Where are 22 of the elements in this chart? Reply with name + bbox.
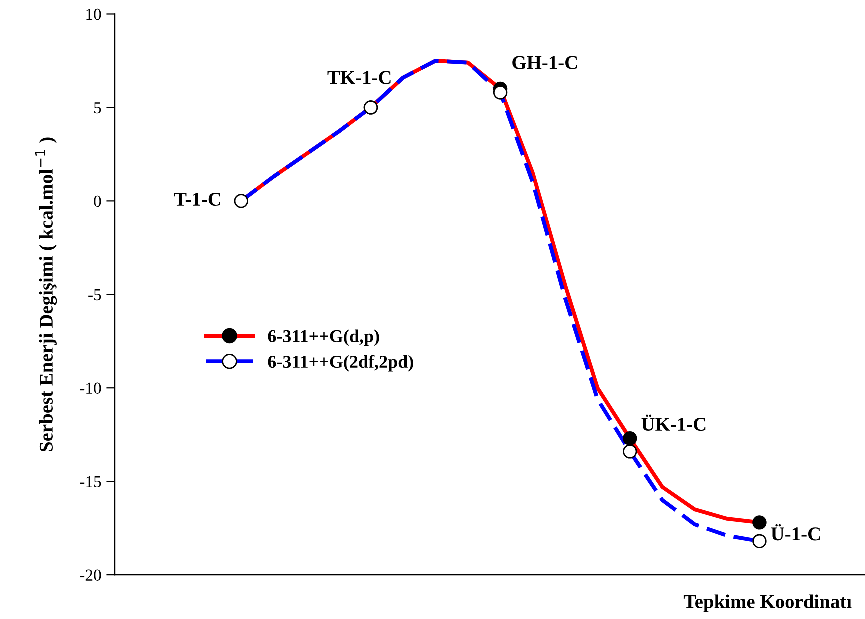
annotation: TK-1-C [328,71,391,84]
y-tick-label: -15 [80,476,102,488]
legend-label: 6-311++G(2df,2pd) [268,355,414,372]
y-tick-label: -20 [80,570,102,581]
point [234,194,248,208]
y-tick-label: 10 [86,8,102,20]
annotation: ÜK-1-C [642,414,706,432]
y-tick-label: -5 [88,290,102,301]
y-tick-label: 5 [94,102,102,114]
annotation: GH-1-C [512,56,578,70]
y-tick-label: -10 [80,382,102,394]
annotation: Ü-1-C [771,524,820,541]
point [752,534,767,548]
point [623,444,638,459]
legend-label: 6-311++G(d,p) [268,330,380,346]
y-tick-label: 0 [94,196,102,208]
y-axis-title: Serbest Enerji Degişimi ( kcal.mol$^{−1}$ ) [35,138,58,452]
point [493,86,508,100]
point [752,516,767,530]
point [623,431,638,446]
x-axis-title: Tepkime Koordinatı [684,594,852,612]
text: T-1-C [174,192,220,206]
